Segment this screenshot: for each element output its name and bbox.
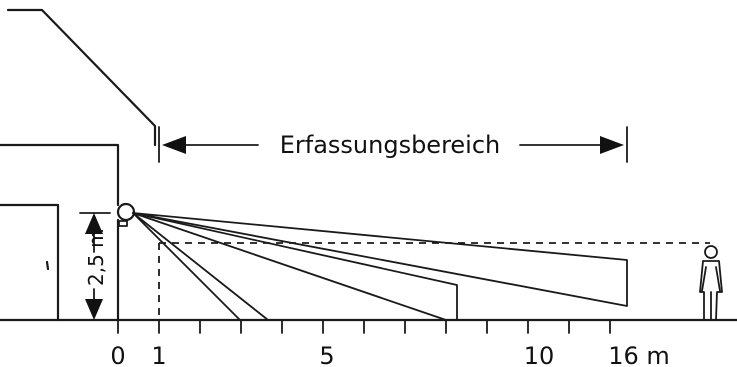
house-outline-icon [0,8,157,322]
range-label: Erfassungsbereich [280,131,501,159]
distance-scale [117,319,611,334]
height-dimension [79,212,111,321]
range-dimension [158,126,628,163]
reference-height-line [158,242,710,320]
tick-label-1: 1 [151,342,166,367]
tick-label-10: 10 [524,342,555,367]
tick-label-16m: 16 m [608,342,670,367]
detection-zones [132,212,628,321]
motion-sensor-icon [116,202,136,227]
person-icon [699,245,723,321]
tick-label-5: 5 [319,342,334,367]
height-label: 2,5 m [84,228,108,286]
tick-label-0: 0 [110,342,125,367]
